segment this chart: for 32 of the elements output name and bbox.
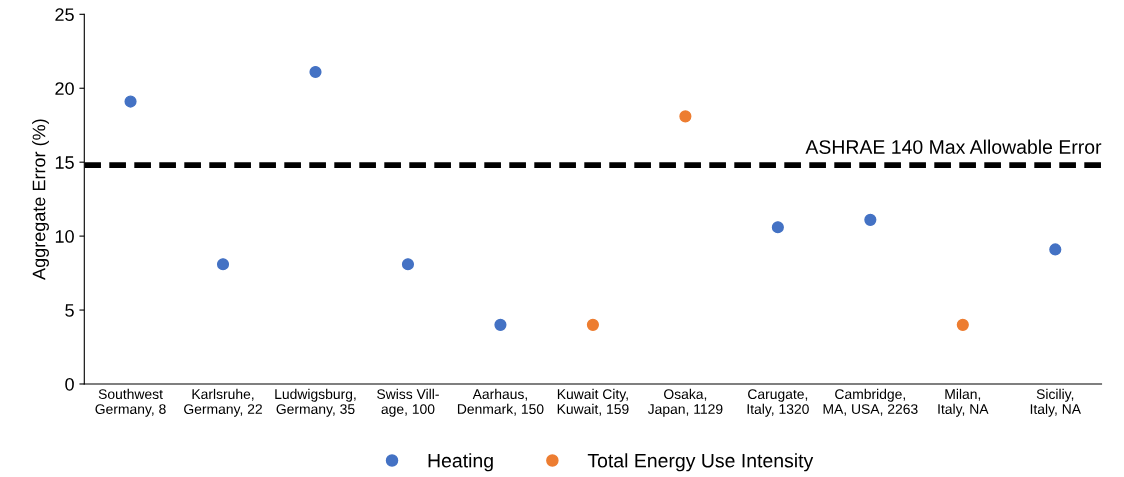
- point: [401, 258, 415, 271]
- point: [216, 258, 230, 271]
- x-tick-label: Ludwigsburg, Germany, 35: [275, 388, 356, 417]
- y-axis-title: Aggregate Error (%): [32, 119, 49, 280]
- x-tick-label: Karlsruhe, Germany, 22: [184, 388, 262, 417]
- point: [679, 110, 692, 123]
- point: [309, 65, 322, 79]
- point: [1049, 243, 1062, 256]
- point: [864, 213, 877, 226]
- legend-label: Heating: [428, 453, 493, 472]
- point: [494, 318, 507, 331]
- point: [586, 318, 599, 331]
- x-tick-label: Osaka, Japan, 1129: [647, 388, 723, 417]
- x-tick-label: Swiss Vill- age, 100: [377, 388, 439, 417]
- y-tick-label: 20: [55, 82, 74, 95]
- y-tick-label: 15: [55, 156, 74, 169]
- x-tick-label: Milan, Italy, NA: [938, 388, 989, 417]
- x-tick-label: Southwest Germany, 8: [95, 388, 166, 417]
- x-tick-label: Cambridge, MA, USA, 2263: [823, 388, 918, 416]
- x-tick-label: Kuwait City, Kuwait, 159: [557, 388, 629, 416]
- point: [771, 221, 784, 234]
- point: [956, 318, 969, 331]
- ref-line-label: ASHRAE 140 Max Allowable Error: [805, 139, 1102, 154]
- legend-label: Total Energy Use Intensity: [587, 453, 814, 472]
- y-tick-label: 25: [55, 8, 74, 22]
- x-tick-label: Siciliy, Italy, NA: [1030, 388, 1081, 417]
- y-tick-label: 10: [55, 230, 74, 243]
- point: [124, 95, 137, 108]
- x-tick-label: Carugate, Italy, 1320: [747, 389, 809, 417]
- x-tick-label: Aarhaus, Denmark, 150: [457, 388, 544, 416]
- y-tick-label: 5: [65, 304, 74, 317]
- y-tick-label: 0: [65, 377, 74, 391]
